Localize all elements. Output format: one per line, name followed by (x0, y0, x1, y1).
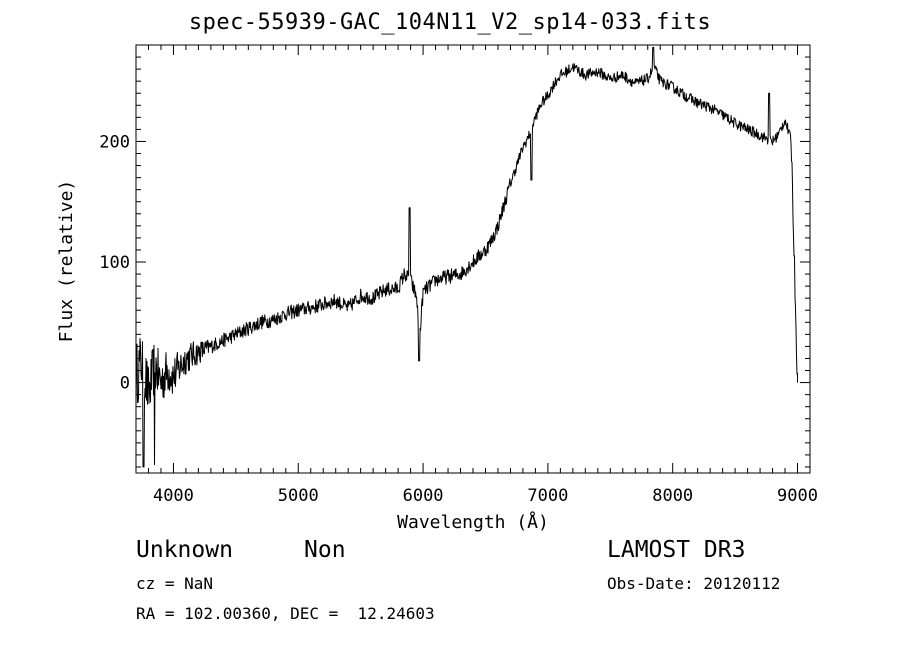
x-tick-label: 5000 (278, 486, 319, 506)
x-tick-label: 6000 (403, 486, 444, 506)
x-tick-label: 7000 (527, 486, 568, 506)
x-tick-label: 9000 (777, 486, 818, 506)
tick-labels: 4000 5000 6000 7000 8000 9000 0 100 200 (99, 132, 818, 506)
obs-date-label: Obs-Date: 20120112 (607, 574, 781, 593)
coordinates-label: RA = 102.00360, DEC = 12.24603 (136, 604, 435, 623)
spectrum-line (135, 46, 798, 468)
x-tick-label: 4000 (153, 486, 194, 506)
subclass-label: Non (304, 537, 346, 563)
redshift-label: cz = NaN (136, 574, 214, 593)
axis-ticks (135, 44, 811, 473)
y-tick-label: 200 (99, 132, 130, 152)
y-tick-label: 0 (120, 374, 130, 394)
class-label: Unknown (136, 537, 233, 563)
x-tick-label: 8000 (652, 486, 693, 506)
y-tick-label: 100 (99, 253, 130, 273)
chart-title: spec-55939-GAC_104N11_V2_sp14-033.fits (188, 10, 712, 35)
survey-label: LAMOST DR3 (607, 537, 746, 563)
y-axis-label: Flux (relative) (56, 180, 77, 343)
x-axis-label: Wavelength (Å) (397, 511, 549, 533)
plot-frame (135, 44, 811, 474)
